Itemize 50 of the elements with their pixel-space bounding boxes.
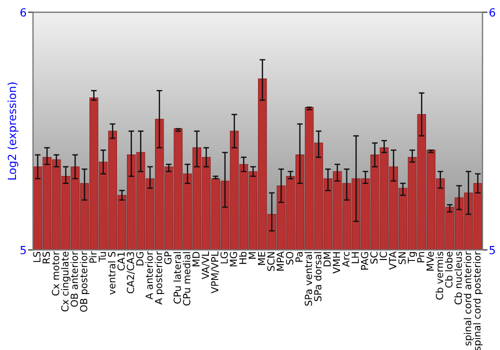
x-tick-label: MPA (276, 251, 284, 271)
x-tick-label: LG (220, 252, 228, 264)
x-tick-label: Cx cingulate (61, 252, 70, 312)
y2-tick-label: 5 (490, 246, 495, 254)
x-tick-label: OB posterior (80, 251, 90, 312)
x-tick-label: CPu lateral (173, 252, 181, 304)
x-tick-label: MD (192, 252, 200, 266)
x-tick-label: DG (136, 252, 144, 266)
x-tick-label: DM (324, 252, 331, 266)
x-tick-label: OB anterior (70, 251, 78, 307)
x-tick-label: Pir (89, 251, 97, 263)
x-tick-label: ventral S (108, 252, 116, 295)
x-tick-label: CA2/CA3 (126, 252, 135, 294)
x-tick-label: GP (164, 252, 172, 264)
x-tick-label: Cb vermis (436, 252, 444, 300)
x-tick-label: SN (398, 252, 406, 264)
x-tick-label: Pa (295, 252, 303, 262)
x-tick-label: SPa dorsal (314, 252, 322, 302)
x-tick-label: Tg (408, 252, 417, 264)
x-tick-label: IC (380, 252, 387, 260)
x-tick-label: VA/VL (202, 251, 210, 280)
y2-tick-label: 6 (490, 8, 496, 17)
x-tick-label: Cb lobe (445, 252, 453, 288)
x-tick-label: RS (42, 252, 50, 264)
y-axis-title: Log2 (expression) (8, 82, 18, 180)
x-tick-label: MG (230, 252, 238, 266)
x-tick-label: SCN (267, 252, 275, 271)
x-tick-label: A posterior (154, 251, 164, 305)
x-tick-label: LS (33, 252, 41, 262)
x-tick-label: M (248, 252, 256, 259)
x-tick-label: SPa ventral (304, 252, 312, 306)
x-tick-label: Arc (342, 252, 350, 267)
x-tick-label: Hb (239, 252, 247, 264)
x-tick-label: Tu (98, 252, 106, 262)
x-tick-label: LH (352, 252, 359, 264)
x-tick-label: SC (370, 252, 378, 264)
x-tick-label: PAG (360, 252, 368, 270)
x-tick-label: Pn (417, 252, 424, 262)
x-tick-label: Cx motor (52, 251, 60, 296)
x-tick-label: VTA (389, 251, 396, 270)
x-tick-label: CA1 (117, 252, 125, 270)
x-tick-label: spinal cord anterior (464, 251, 474, 346)
x-tick-label: ME (258, 252, 266, 265)
x-tick-label: CPu medial (182, 252, 190, 306)
x-tick-label: SO (286, 252, 294, 264)
x-tick-label: A anterior (145, 251, 153, 300)
x-tick-label: VMH (332, 252, 340, 274)
x-tick-label: MVe (426, 252, 434, 271)
x-tick-label: Cb nucleus (454, 252, 462, 304)
x-tick-label: VPM/VPL (211, 251, 220, 294)
